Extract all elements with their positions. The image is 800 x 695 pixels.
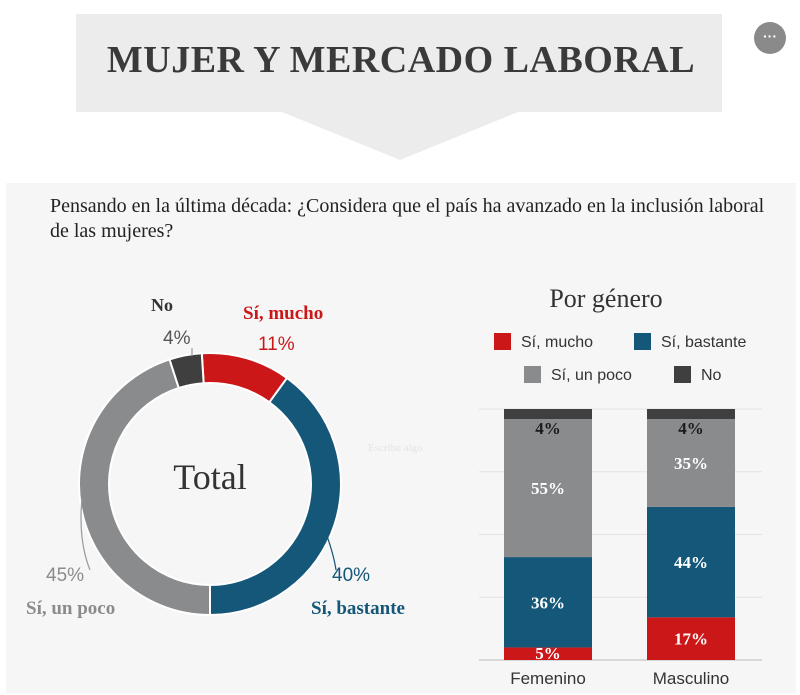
more-options-button[interactable]: ··· <box>754 22 786 54</box>
slice-value-mucho: 11% <box>258 334 295 355</box>
x-tick-1: Masculino <box>653 669 730 688</box>
bar-1-seg-2 <box>647 419 735 507</box>
bar-label-0-3: 4% <box>535 419 561 438</box>
bar-1-seg-0 <box>647 617 735 660</box>
donut-slice-3 <box>168 352 205 390</box>
bar-label-1-1: 44% <box>674 553 708 572</box>
slice-name-mucho: Sí, mucho <box>243 303 323 324</box>
slice-value-no: 4% <box>163 328 191 349</box>
legend-label-1: Sí, bastante <box>661 334 746 351</box>
legend-swatch-2 <box>524 366 541 383</box>
slice-name-no: No <box>151 295 173 315</box>
page-title: MUJER Y MERCADO LABORAL <box>106 39 696 81</box>
x-tick-0: Femenino <box>510 669 586 688</box>
bar-0-seg-1 <box>504 557 592 648</box>
bar-1-seg-3 <box>647 409 735 420</box>
bar-label-1-0: 17% <box>674 630 708 649</box>
text-placeholder[interactable]: Escribe algo <box>368 442 423 454</box>
legend-label-3: No <box>701 367 722 384</box>
bar-label-0-2: 55% <box>531 479 565 498</box>
donut-center-label: Total <box>173 457 246 497</box>
bar-label-1-2: 35% <box>674 454 708 473</box>
legend-swatch-1 <box>634 333 651 350</box>
survey-question: Pensando en la última década: ¿Considera… <box>50 195 765 242</box>
legend-label-2: Sí, un poco <box>551 367 632 384</box>
legend-swatch-0 <box>494 333 511 350</box>
bar-1-seg-1 <box>647 506 735 618</box>
leader-bastante <box>326 535 337 571</box>
legend-label-0: Sí, mucho <box>521 334 593 351</box>
bar-0-seg-2 <box>504 419 592 558</box>
bar-0-seg-3 <box>504 409 592 420</box>
bar-chart-title: Por género <box>549 284 662 313</box>
bar-label-0-0: 5% <box>535 644 561 663</box>
bar-0-seg-0 <box>504 647 592 660</box>
slice-name-bastante: Sí, bastante <box>311 598 405 619</box>
slice-name-poco: Sí, un poco <box>26 598 115 619</box>
slice-value-poco: 45% <box>46 565 84 586</box>
slice-value-bastante: 40% <box>332 565 370 586</box>
leader-poco <box>80 497 91 571</box>
bar-label-1-3: 4% <box>678 419 704 438</box>
title-banner <box>76 14 722 160</box>
bar-label-0-1: 36% <box>531 593 565 612</box>
legend-swatch-3 <box>674 366 691 383</box>
